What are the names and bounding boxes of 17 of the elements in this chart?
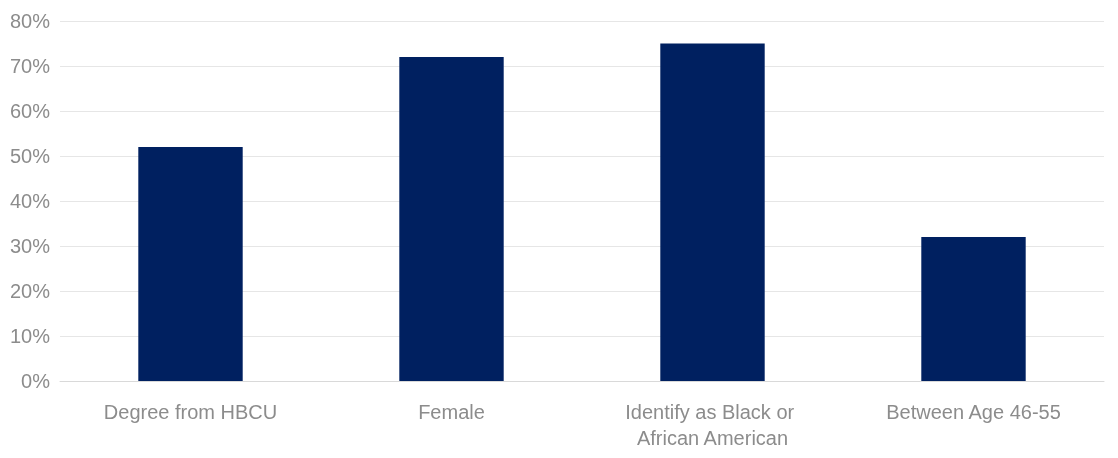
y-tick-label: 50% (9, 145, 51, 167)
x-tick-label: Female (418, 401, 485, 423)
bar (399, 57, 504, 381)
y-tick-label: 40% (9, 190, 51, 212)
y-tick-label: 20% (9, 280, 51, 302)
bar (660, 43, 765, 381)
y-tick-label: 0% (21, 370, 51, 392)
x-tick-label: Between Age 46-55 (886, 401, 1061, 423)
y-tick-label: 70% (9, 55, 51, 77)
y-tick-label: 10% (9, 325, 51, 347)
y-tick-label: 80% (9, 10, 51, 32)
x-tick-label: Identify as Black or African American (625, 401, 800, 449)
y-tick-label: 30% (9, 235, 51, 257)
x-tick-label: Degree from HBCU (103, 401, 278, 423)
y-tick-label: 60% (9, 100, 51, 122)
bar (138, 147, 243, 381)
bar (921, 237, 1026, 381)
